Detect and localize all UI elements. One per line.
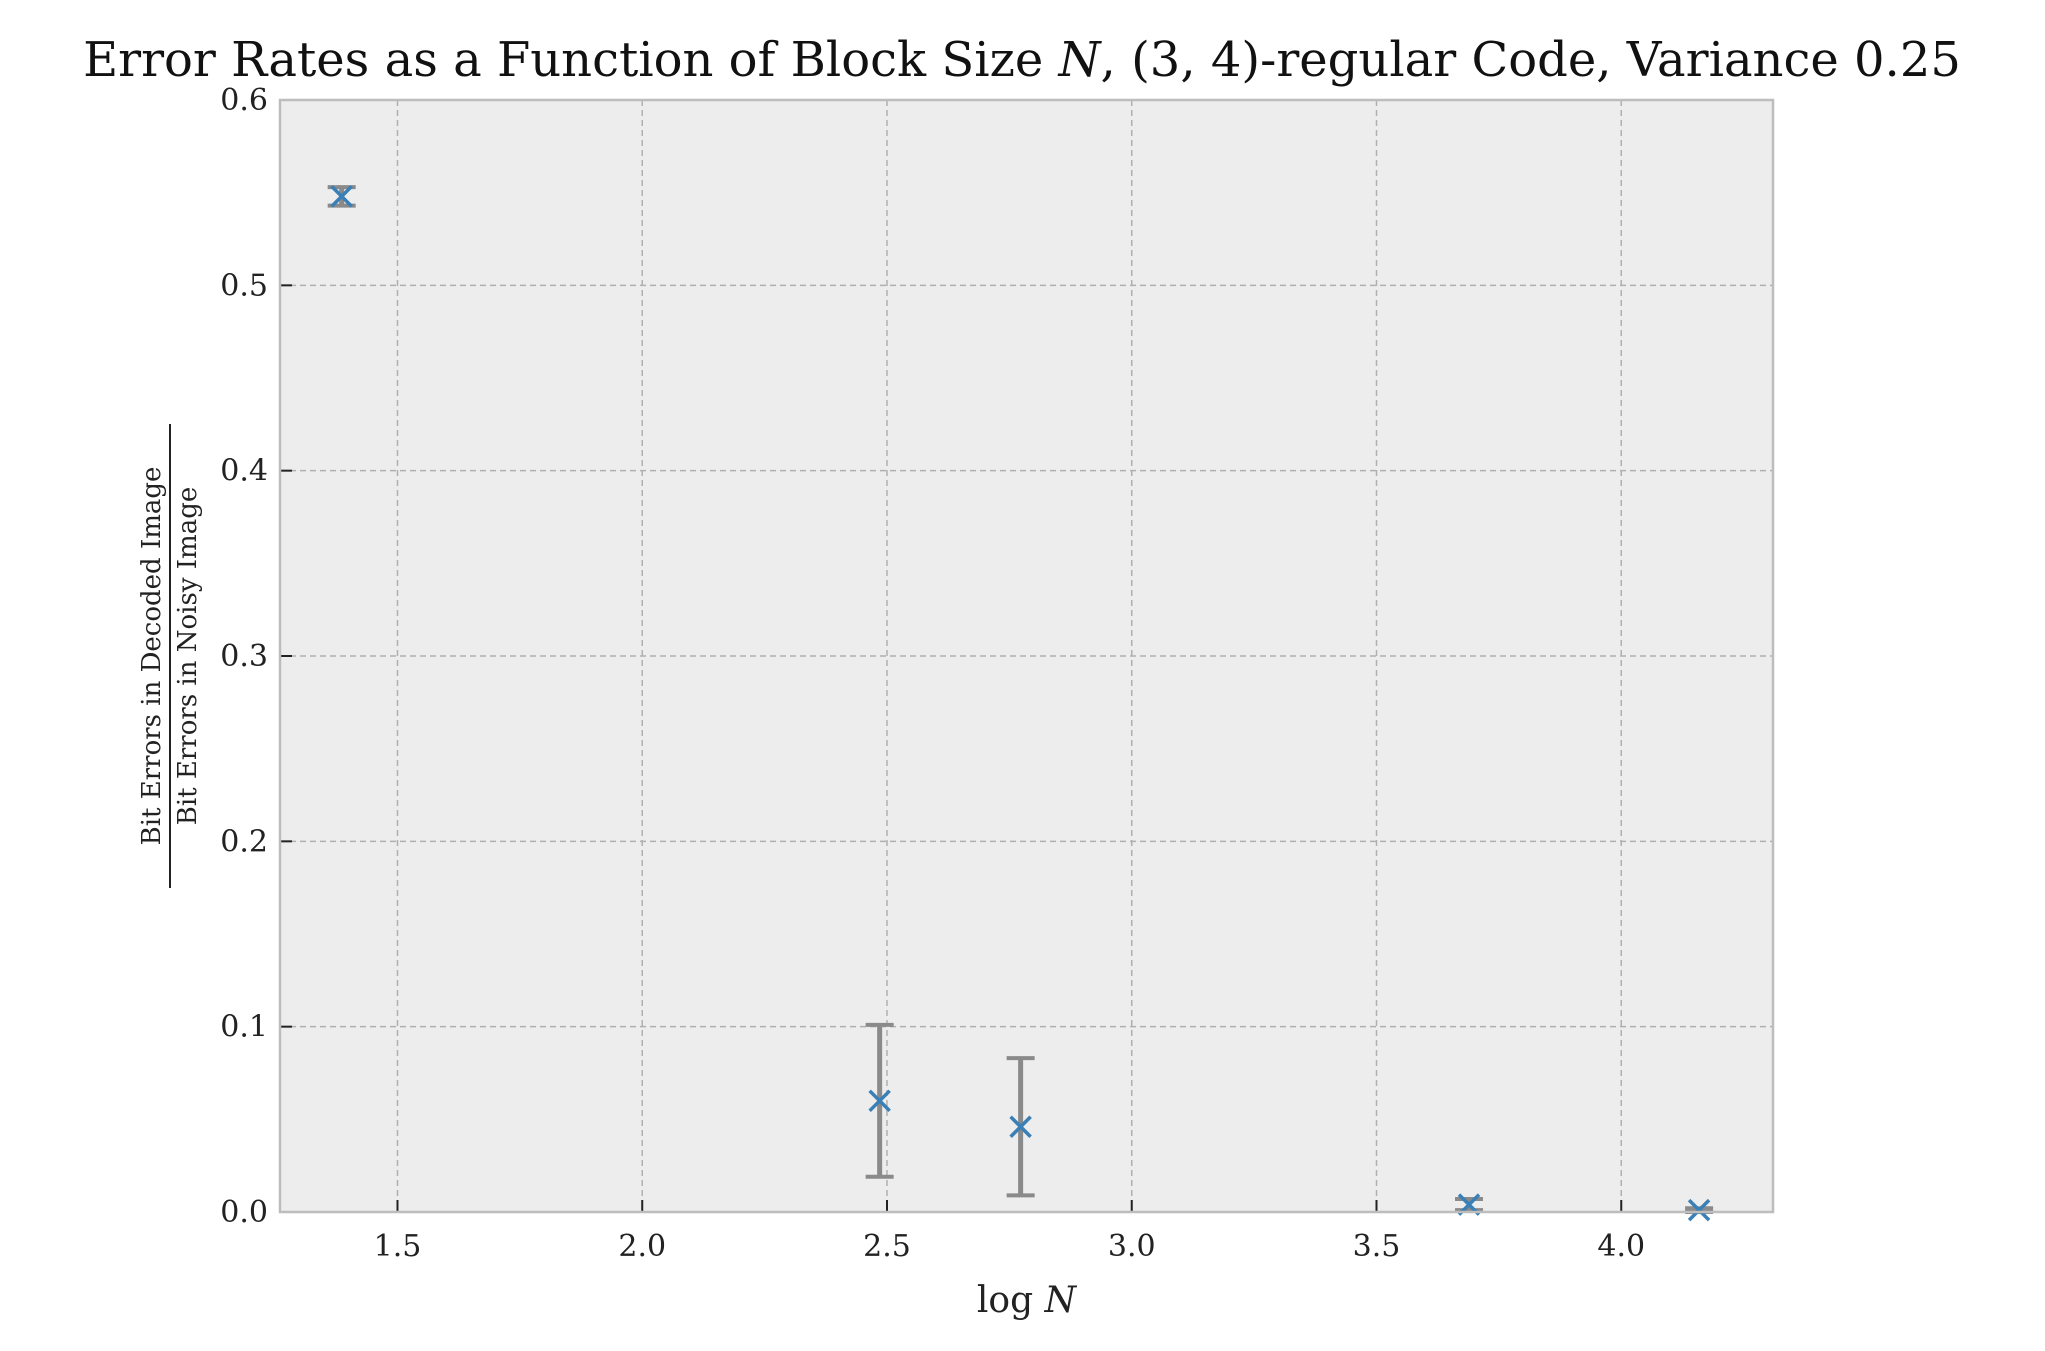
- y-axis-label: Bit Errors in Decoded Image Bit Errors in…: [137, 424, 203, 888]
- x-tick-label: 2.0: [618, 1229, 666, 1264]
- y-label-numerator: Bit Errors in Decoded Image: [137, 467, 167, 846]
- data-point: [1687, 1198, 1711, 1222]
- data-point: [1009, 1115, 1032, 1138]
- y-tick-label: 0.2: [220, 824, 268, 859]
- x-tick-label: 3.5: [1353, 1229, 1401, 1264]
- grid-lines: [280, 100, 1773, 1212]
- y-tick-label: 0.4: [220, 454, 268, 489]
- x-tick-label: 4.0: [1597, 1229, 1645, 1264]
- chart-title: Error Rates as a Function of Block Size …: [83, 32, 1961, 88]
- x-axis-label: log N: [977, 1280, 1078, 1321]
- y-tick-label: 0.5: [220, 268, 268, 303]
- y-tick-label: 0.1: [220, 1010, 268, 1045]
- y-tick-label: 0.6: [220, 83, 268, 118]
- data-point: [868, 1089, 891, 1113]
- y-tick-label: 0.3: [220, 639, 268, 674]
- x-tick-label: 3.0: [1108, 1229, 1156, 1264]
- y-label-denominator: Bit Errors in Noisy Image: [173, 487, 203, 825]
- x-tick-label: 2.5: [863, 1229, 911, 1264]
- data-point: [330, 185, 353, 208]
- y-tick-label: 0.0: [220, 1195, 268, 1230]
- plot-frame: [278, 98, 1775, 1214]
- x-tick-label: 1.5: [374, 1229, 422, 1264]
- axis-ticks: 1.5 2.0 2.5 3.0 3.5 4.0 0.0 0.1 0.2 0.3 0.4 0.5 0.6: [220, 83, 1645, 1264]
